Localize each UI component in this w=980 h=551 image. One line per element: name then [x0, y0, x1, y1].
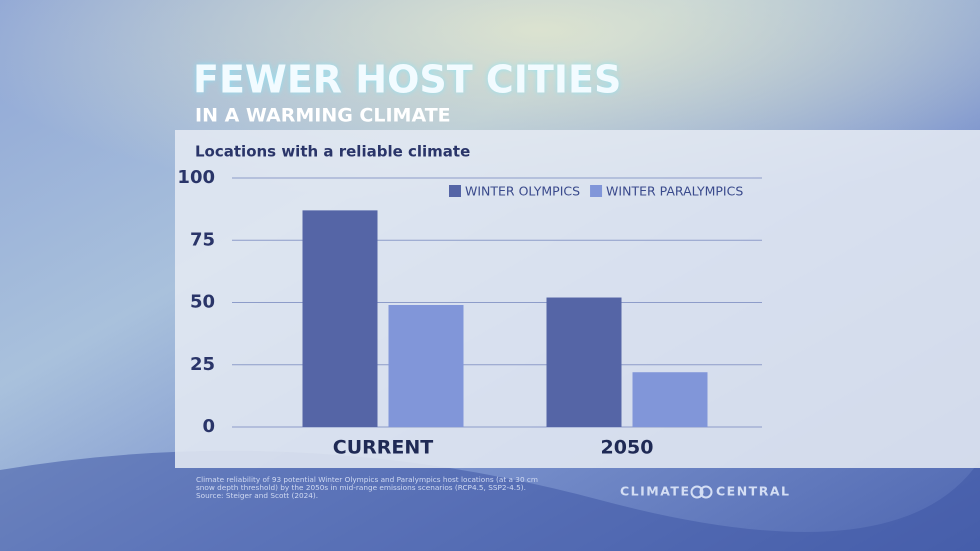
y-tick-label: 100	[177, 167, 215, 188]
footnote: Climate reliability of 93 potential Wint…	[196, 475, 538, 484]
footnote: snow depth threshold) by the 2050s in mi…	[196, 483, 526, 492]
logo: CLIMATE CENTRAL	[620, 484, 790, 499]
subtitle: IN A WARMING CLIMATE	[195, 105, 451, 127]
title-glow: FEWER HOST CITIES	[193, 58, 621, 102]
legend-swatch	[590, 185, 603, 197]
y-tick-label: 50	[190, 292, 215, 313]
bar	[388, 304, 464, 427]
bar	[632, 372, 708, 427]
x-tick-label: 2050	[601, 437, 654, 459]
bar	[302, 210, 378, 427]
logo-text: CENTRAL	[716, 484, 790, 499]
background-swirl	[0, 450, 980, 551]
title: FEWER HOST CITIES	[193, 58, 621, 102]
bar	[546, 297, 622, 427]
legend-label: WINTER OLYMPICS	[465, 184, 580, 199]
footnote: Source: Steiger and Scott (2024).	[196, 491, 318, 500]
y-tick-label: 25	[190, 354, 215, 375]
legend-label: WINTER PARALYMPICS	[606, 184, 743, 199]
logo-text: CLIMATE	[620, 484, 691, 499]
x-tick-label: CURRENT	[333, 437, 434, 459]
chart-subtitle: Locations with a reliable climate	[195, 143, 470, 161]
logo-icon	[690, 485, 704, 499]
legend-swatch	[449, 185, 461, 197]
y-tick-label: 0	[202, 416, 215, 437]
y-tick-label: 75	[190, 229, 215, 250]
logo-icon	[699, 485, 713, 499]
